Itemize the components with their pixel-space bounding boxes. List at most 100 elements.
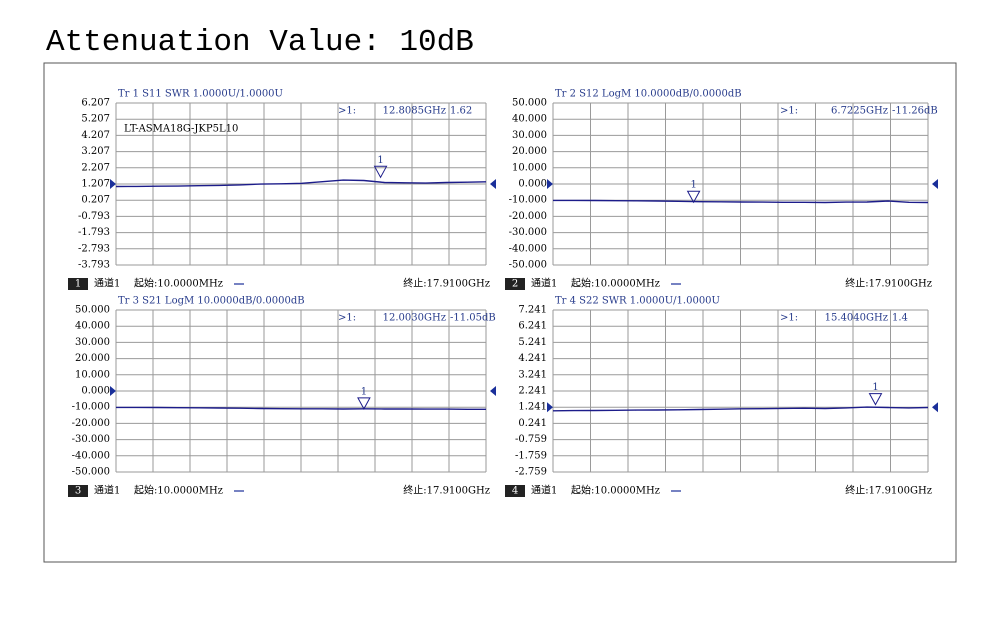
stop: 终止:17.9100GHz [403, 277, 490, 290]
trace-title: Tr 3 S21 LogM 10.0000dB/0.0000dB [118, 296, 305, 307]
channel: 通道1 [531, 277, 557, 290]
page-title: Attenuation Value: 10dB [46, 25, 474, 60]
y-tick-label: 1.207 [81, 179, 110, 190]
start: 起始:10.0000MHz [571, 277, 660, 290]
marker [373, 165, 388, 179]
trace-badge [68, 278, 88, 290]
marker-name: >1: [780, 313, 798, 324]
marker-name: >1: [780, 106, 798, 117]
y-tick-label: 50.000 [75, 305, 110, 316]
stop: 终止:17.9100GHz [845, 484, 932, 497]
y-tick-label: 2.241 [518, 386, 547, 397]
trace-badge [68, 485, 88, 497]
y-tick-label: 10.000 [75, 369, 110, 380]
y-tick-label: 10.000 [512, 162, 547, 173]
y-tick-label: 3.207 [81, 146, 110, 157]
channel: 通道1 [94, 484, 120, 497]
marker-label: 1 [377, 155, 383, 166]
y-tick-label: 0.241 [518, 418, 547, 429]
trace-number: 2 [512, 279, 518, 290]
y-tick-label: 50.000 [512, 98, 547, 109]
marker-x: 12.0030GHz [383, 313, 446, 324]
ref-left [547, 402, 553, 413]
y-tick-label: -1.793 [78, 227, 110, 238]
marker-label: 1 [361, 386, 367, 397]
trace-title: Tr 4 S22 SWR 1.0000U/1.0000U [555, 296, 720, 307]
y-tick-label: -0.793 [78, 211, 110, 222]
ref-left [547, 179, 553, 189]
y-tick-label: 6.207 [81, 98, 110, 109]
y-tick-label: -30.000 [509, 227, 547, 238]
marker-x: 12.8085GHz [383, 106, 446, 117]
marker [357, 397, 371, 410]
y-tick-label: 20.000 [75, 353, 110, 364]
trace-line [116, 406, 486, 410]
y-tick-label: 0.000 [518, 179, 547, 190]
y-tick-label: 4.241 [518, 353, 547, 364]
ref-right [490, 179, 496, 189]
y-tick-label: 0.207 [81, 195, 110, 206]
y-tick-label: -50.000 [509, 260, 547, 271]
y-tick-label: 40.000 [512, 114, 547, 125]
trace-line [553, 199, 929, 204]
y-tick-label: 5.207 [81, 114, 110, 125]
y-tick-label: 20.000 [512, 146, 547, 157]
annotation: LT-ASMA18G-JKP5L10 [124, 124, 238, 135]
marker-label: 1 [872, 382, 878, 393]
stop: 终止:17.9100GHz [845, 277, 932, 290]
ref-right [490, 386, 496, 396]
y-tick-label: 0.000 [81, 386, 110, 397]
marker-value: -11.05dB [450, 313, 496, 324]
y-tick-label: -40.000 [72, 450, 110, 461]
y-tick-label: 30.000 [75, 337, 110, 348]
marker-x: 6.7225GHz [831, 106, 888, 117]
trace-title: Tr 1 S11 SWR 1.0000U/1.0000U [118, 89, 283, 100]
frame [43, 62, 957, 563]
channel: 通道1 [94, 277, 120, 290]
y-tick-label: -0.759 [515, 434, 547, 445]
marker-name: >1: [338, 313, 356, 324]
ref-right [932, 402, 938, 413]
ref-right [932, 179, 938, 189]
trace-badge [505, 278, 525, 290]
y-tick-label: -3.793 [78, 260, 110, 271]
trace-line [552, 406, 929, 412]
y-tick-label: 4.207 [81, 130, 110, 141]
y-tick-label: 3.241 [518, 369, 547, 380]
y-tick-label: -30.000 [72, 434, 110, 445]
marker-value: -11.26dB [892, 106, 938, 117]
channel: 通道1 [531, 484, 557, 497]
y-tick-label: 40.000 [75, 321, 110, 332]
trace-line [115, 179, 487, 188]
marker-value: 1.62 [450, 106, 472, 117]
marker-name: >1: [338, 106, 356, 117]
trace-number: 4 [512, 486, 518, 497]
y-tick-label: -50.000 [72, 467, 110, 478]
trace-number: 3 [75, 486, 81, 497]
y-tick-label: 5.241 [518, 337, 547, 348]
y-tick-label: 6.241 [518, 321, 547, 332]
marker-value: 1.4 [892, 313, 908, 324]
start: 起始:10.0000MHz [134, 277, 223, 290]
start: 起始:10.0000MHz [134, 484, 223, 497]
ref-left [110, 179, 116, 189]
trace-number: 1 [75, 279, 81, 290]
y-tick-label: -20.000 [509, 211, 547, 222]
y-tick-label: 1.241 [518, 402, 547, 413]
y-tick-label: 2.207 [81, 162, 110, 173]
ref-left [110, 386, 116, 396]
y-tick-label: -2.759 [515, 467, 547, 478]
y-tick-label: -20.000 [72, 418, 110, 429]
trace-title: Tr 2 S12 LogM 10.0000dB/0.0000dB [555, 89, 742, 100]
y-tick-label: -10.000 [509, 195, 547, 206]
y-tick-label: 7.241 [518, 305, 547, 316]
y-tick-label: -2.793 [78, 243, 110, 254]
marker [686, 190, 701, 204]
marker-x: 15.4040GHz [825, 313, 888, 324]
start: 起始:10.0000MHz [571, 484, 660, 497]
y-tick-label: -10.000 [72, 402, 110, 413]
y-tick-label: 30.000 [512, 130, 547, 141]
y-tick-label: -1.759 [515, 450, 547, 461]
